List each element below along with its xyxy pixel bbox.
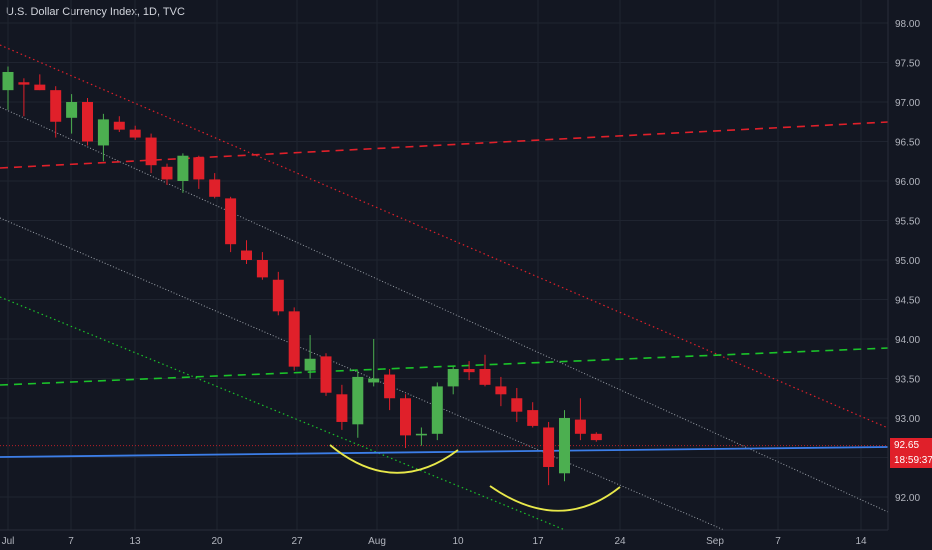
x-tick-label: 7 [68,536,74,547]
candle-body [145,137,157,166]
candle-body [2,71,14,91]
x-tick-label: Aug [368,536,386,547]
channel-lower-line [0,217,725,531]
y-tick-label: 97.00 [895,98,920,109]
channel-upper-line [0,106,889,513]
x-tick-label: 17 [532,536,544,547]
chart-grid [0,0,888,530]
x-tick-label: 7 [775,536,781,547]
candle-body [543,427,555,467]
x-tick-label: 14 [855,536,867,547]
candle-body [272,279,284,312]
drawing-overlays [0,44,889,531]
candle-body [384,374,396,399]
candle-body [400,398,411,436]
candle-body [97,119,109,146]
candle-body [177,155,189,181]
y-tick-label: 95.00 [895,256,920,267]
y-tick-label: 97.50 [895,59,920,70]
candle-body [34,84,46,91]
candle-body [463,369,475,373]
red-dashed-resistance-line [0,121,889,169]
candle-body [431,386,443,434]
x-tick-label: Sep [706,536,724,547]
x-tick-label: 20 [211,536,223,547]
candle-body [590,433,602,441]
candle-body [82,102,93,142]
candle-body [415,433,427,436]
y-tick-label: 94.50 [895,296,920,307]
candle-body [511,398,523,412]
chart-title: U.S. Dollar Currency Index, 1D, TVC [6,6,185,18]
green-dashed-neckline [0,347,889,386]
red-dotted-trendline [0,44,889,429]
candle-body [574,419,586,434]
candle-body [447,369,459,387]
green-dotted-trendline [0,296,566,531]
x-tick-label: 13 [129,536,141,547]
y-tick-label: 96.50 [895,138,920,149]
blue-support-line [0,446,889,458]
x-tick-label: 27 [291,536,303,547]
candle-body [527,410,539,426]
y-tick-label: 98.00 [895,19,920,30]
candle-body [50,90,62,122]
candle-body [256,260,268,278]
candle-body [304,358,316,371]
x-tick-label: 24 [614,536,626,547]
candle-body [288,311,300,367]
y-tick-label: 93.50 [895,375,920,386]
candle-body [129,129,141,138]
y-tick-label: 92.00 [895,493,920,504]
candle-body [479,369,491,385]
candle-body [225,198,237,245]
y-tick-label: 96.00 [895,177,920,188]
candle-body [193,157,205,180]
candle-body [352,376,364,425]
y-tick-label: 94.00 [895,335,920,346]
candle-body [495,386,507,395]
candle-body [320,356,332,393]
x-tick-label: 10 [452,536,464,547]
candle-body [368,378,380,383]
countdown-tag: 18:59:37 [890,452,932,468]
candle-body [113,121,125,130]
last-price-tag: 92.65 [890,437,932,453]
y-tick-label: 95.50 [895,217,920,228]
x-tick-label: Jul [2,536,15,547]
candle-body [209,179,221,197]
candle-body [66,102,78,118]
candle-body [336,394,348,422]
candle-body [161,166,173,180]
y-tick-label: 93.00 [895,414,920,425]
candle-body [241,250,252,260]
candles [2,66,602,486]
candle-body [559,418,570,474]
candle-body [18,82,30,85]
left-shoulder-arc [329,444,459,474]
right-shoulder-arc [489,485,621,512]
